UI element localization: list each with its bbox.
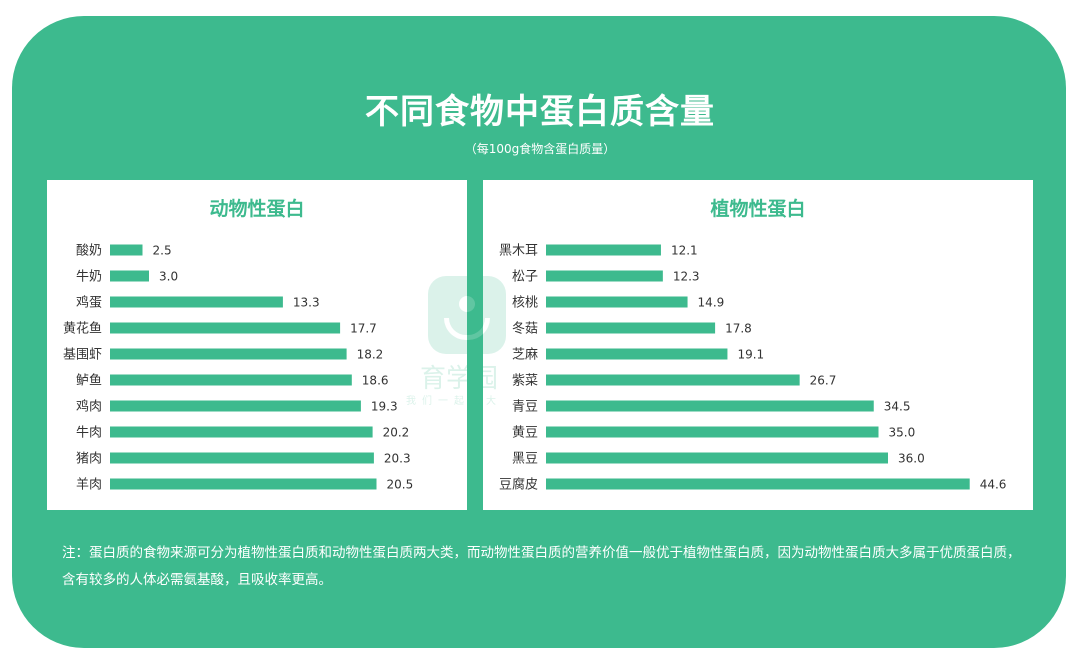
category-label: 酸奶 (76, 244, 102, 259)
category-label: 猪肉 (76, 452, 102, 467)
plant-protein-panel: 植物性蛋白 黑木耳 12.1 松子 12.3 核桃 14.9 冬菇 17.8 芝麻 19.1 紫菜 2… (483, 180, 1033, 510)
bar (546, 296, 688, 308)
value-label: 12.1 (671, 244, 698, 258)
bar (110, 426, 373, 438)
category-label: 豆腐皮 (499, 478, 538, 493)
value-label: 18.6 (362, 374, 389, 388)
bar (546, 478, 970, 490)
category-label: 羊肉 (76, 477, 102, 493)
category-label: 鸡肉 (76, 399, 102, 415)
value-label: 44.6 (980, 478, 1007, 492)
category-label: 青豆 (512, 400, 538, 415)
animal-protein-chart: 酸奶 2.5 牛奶 3.0 鸡蛋 13.3 黄花鱼 17.7 基围虾 18.2 鲈鱼 18.6 鸡肉 19… (63, 244, 414, 493)
bar (546, 322, 716, 334)
page-subtitle: （每100g食物含蛋白质量） (464, 142, 616, 156)
value-label: 14.9 (698, 296, 725, 310)
category-label: 紫菜 (512, 374, 538, 389)
value-label: 34.5 (884, 400, 911, 414)
bar (110, 296, 283, 308)
bar (546, 400, 874, 412)
plant-protein-chart: 黑木耳 12.1 松子 12.3 核桃 14.9 冬菇 17.8 芝麻 19.1 紫菜 26.7 青豆 3… (499, 244, 1007, 493)
category-label: 松子 (512, 270, 538, 285)
category-label: 冬菇 (512, 321, 538, 337)
bar (110, 348, 347, 360)
bar (110, 244, 143, 256)
value-label: 12.3 (673, 270, 700, 284)
animal-protein-title: 动物性蛋白 (209, 198, 305, 220)
value-label: 35.0 (889, 426, 916, 440)
value-label: 20.3 (384, 452, 411, 466)
category-label: 黄豆 (512, 426, 538, 441)
bar (546, 348, 728, 360)
category-label: 鲈鱼 (76, 373, 102, 389)
value-label: 20.2 (383, 426, 410, 440)
footnote: 注：蛋白质的食物来源可分为植物性蛋白质和动物性蛋白质两大类，而动物性蛋白质的营养… (62, 545, 1021, 588)
plant-protein-title: 植物性蛋白 (710, 198, 806, 220)
animal-protein-panel: 动物性蛋白 酸奶 2.5 牛奶 3.0 鸡蛋 13.3 黄花鱼 17.7 基围虾 18.2 鲈鱼 18… (47, 180, 467, 510)
bar (110, 322, 341, 334)
bar (546, 426, 879, 438)
category-label: 牛肉 (76, 426, 102, 441)
bar (110, 270, 149, 282)
category-label: 核桃 (512, 296, 538, 311)
bar (110, 478, 377, 490)
value-label: 19.3 (371, 400, 398, 414)
value-label: 20.5 (387, 478, 414, 492)
bar (110, 452, 374, 464)
value-label: 3.0 (159, 270, 178, 284)
bar (110, 400, 361, 412)
value-label: 2.5 (153, 244, 172, 258)
category-label: 黄花鱼 (63, 321, 102, 337)
category-label: 黑木耳 (499, 244, 538, 259)
category-label: 基围虾 (63, 348, 102, 363)
value-label: 18.2 (357, 348, 384, 362)
bar (546, 374, 800, 386)
value-label: 26.7 (810, 374, 837, 388)
category-label: 芝麻 (512, 347, 538, 363)
value-label: 36.0 (898, 452, 925, 466)
value-label: 17.7 (350, 322, 377, 336)
category-label: 黑豆 (512, 452, 538, 467)
bar (546, 452, 888, 464)
bar (546, 244, 661, 256)
value-label: 19.1 (737, 348, 764, 362)
bar (110, 374, 352, 386)
category-label: 牛奶 (76, 270, 102, 285)
page-title: 不同食物中蛋白质含量 (365, 92, 715, 132)
value-label: 13.3 (293, 296, 320, 310)
bar (546, 270, 663, 282)
value-label: 17.8 (725, 322, 752, 336)
category-label: 鸡蛋 (76, 295, 102, 311)
